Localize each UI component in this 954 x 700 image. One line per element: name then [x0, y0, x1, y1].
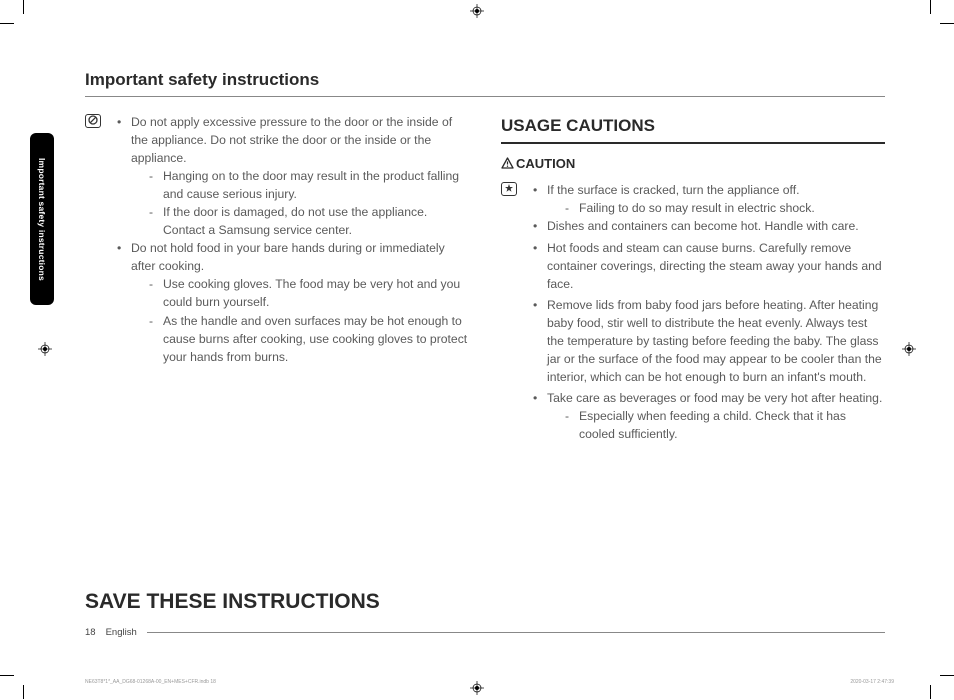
list-item: Remove lids from baby food jars before h…: [533, 296, 885, 386]
list-item: Hot foods and steam can cause burns. Car…: [533, 239, 885, 293]
page-title: Important safety instructions: [85, 70, 885, 97]
list-item: Do not hold food in your bare hands duri…: [117, 239, 469, 365]
registration-mark-icon: [470, 4, 484, 18]
body-text: Take care as beverages or food may be ve…: [547, 391, 882, 405]
body-text: Do not apply excessive pressure to the d…: [131, 115, 452, 165]
star-icon: [501, 182, 517, 196]
registration-mark-icon: [470, 681, 484, 695]
list-item: Dishes and containers can become hot. Ha…: [533, 217, 885, 235]
sub-item: Use cooking gloves. The food may be very…: [149, 275, 469, 311]
page-footer: 18 English: [85, 627, 885, 638]
sub-item: As the handle and oven surfaces may be h…: [149, 312, 469, 366]
left-column: Do not apply excessive pressure to the d…: [85, 113, 469, 446]
sub-item: Especially when feeding a child. Check t…: [565, 407, 885, 443]
body-text: If the surface is cracked, turn the appl…: [547, 183, 799, 197]
registration-mark-icon: [902, 342, 916, 356]
side-tab: Important safety instructions: [30, 133, 54, 305]
caution-heading: CAUTION: [501, 154, 885, 173]
prohibit-icon: [85, 114, 101, 128]
save-heading: SAVE THESE INSTRUCTIONS: [85, 590, 380, 614]
section-heading: USAGE CAUTIONS: [501, 113, 885, 144]
warning-icon: [501, 157, 514, 169]
language-label: English: [106, 627, 137, 638]
body-text: Do not hold food in your bare hands duri…: [131, 241, 445, 273]
print-timestamp: 2020-03-17 2:47:39: [850, 679, 894, 685]
page-number: 18: [85, 627, 96, 638]
registration-mark-icon: [38, 342, 52, 356]
sub-item: Failing to do so may result in electric …: [565, 199, 885, 217]
sub-item: Hanging on to the door may result in the…: [149, 167, 469, 203]
sub-item: If the door is damaged, do not use the a…: [149, 203, 469, 239]
list-item: If the surface is cracked, turn the appl…: [501, 181, 885, 217]
list-item: Take care as beverages or food may be ve…: [533, 389, 885, 443]
right-column: USAGE CAUTIONS CAUTION If the surface is…: [501, 113, 885, 446]
print-filename: NE63T8*1*_AA_DG68-01268A-00_EN+MES+CFR.i…: [85, 679, 216, 685]
list-item: Do not apply excessive pressure to the d…: [85, 113, 469, 239]
